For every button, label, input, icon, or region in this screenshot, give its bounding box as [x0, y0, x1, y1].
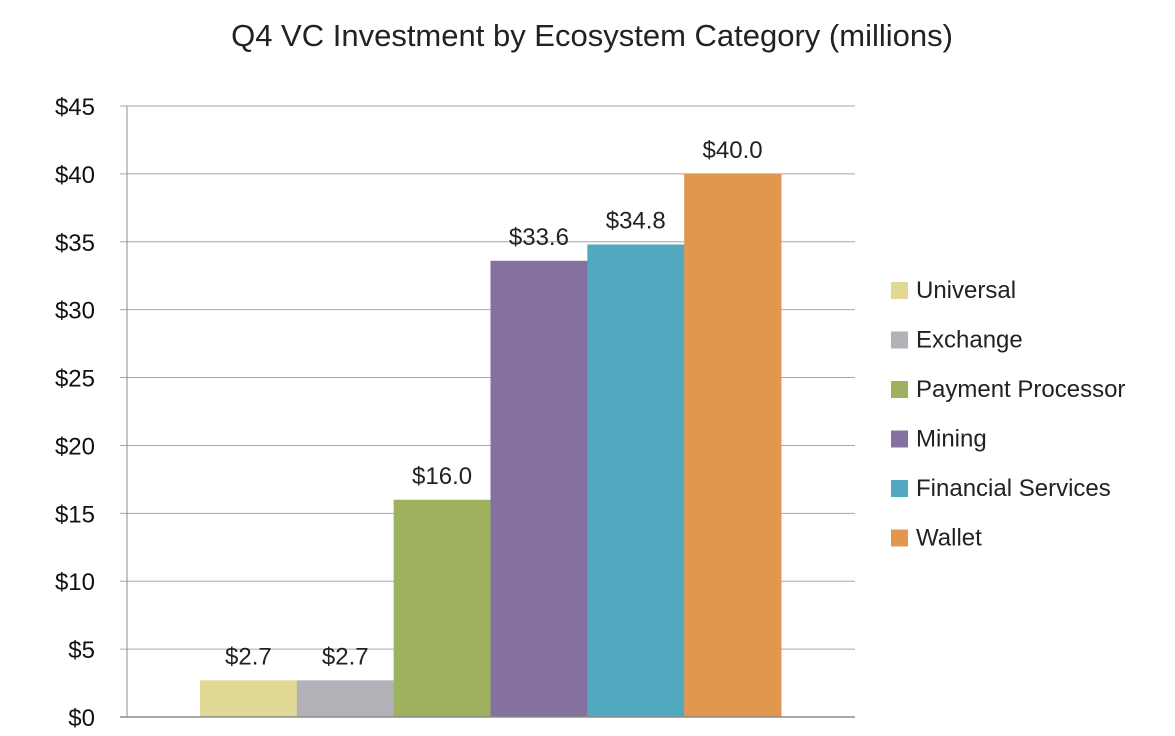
bar-universal [200, 680, 298, 717]
legend-label: Wallet [916, 525, 982, 552]
data-label: $2.7 [322, 643, 369, 670]
bar-mining [490, 260, 588, 717]
legend-swatch [891, 282, 908, 299]
y-tick-label: $30 [55, 298, 95, 325]
legend-label: Mining [916, 426, 987, 453]
bars [200, 173, 782, 717]
legend-swatch [891, 529, 908, 547]
bar-wallet [684, 173, 782, 717]
legend-label: Exchange [916, 327, 1023, 354]
bar-data-labels: $2.7 $2.7 $16.0 $33.6 $34.8 $40.0 [225, 137, 763, 670]
legend-swatch [891, 331, 908, 349]
legend-swatch [891, 381, 908, 398]
y-tick-label: $45 [55, 94, 95, 121]
y-tick-label: $10 [55, 569, 95, 596]
legend-label: Payment Processor [916, 376, 1125, 403]
bar-financial-services [587, 244, 685, 717]
bar-payment-processor [393, 499, 491, 717]
legend-label: Financial Services [916, 475, 1111, 502]
y-tick-label: $40 [55, 162, 95, 189]
data-label: $40.0 [703, 137, 763, 164]
y-tick-label: $0 [68, 705, 95, 732]
chart-title: Q4 VC Investment by Ecosystem Category (… [231, 18, 953, 53]
y-tick-label: $35 [55, 230, 95, 257]
y-tick-label: $25 [55, 366, 95, 393]
data-label: $2.7 [225, 643, 272, 670]
legend-swatch [891, 430, 908, 448]
bar-exchange [296, 680, 395, 717]
data-label: $16.0 [412, 463, 472, 490]
gridlines [120, 105, 855, 718]
legend-label: Universal [916, 277, 1016, 304]
y-axis-ticks: $0 $5 $10 $15 $20 $25 $30 $35 $40 $45 [55, 94, 95, 732]
data-label: $34.8 [606, 207, 666, 234]
y-tick-label: $15 [55, 501, 95, 528]
data-label: $33.6 [509, 224, 569, 251]
legend: Universal Exchange Payment Processor Mining… [891, 277, 1125, 552]
legend-swatch [891, 480, 908, 497]
y-tick-label: $5 [68, 637, 95, 664]
y-tick-label: $20 [55, 433, 95, 460]
